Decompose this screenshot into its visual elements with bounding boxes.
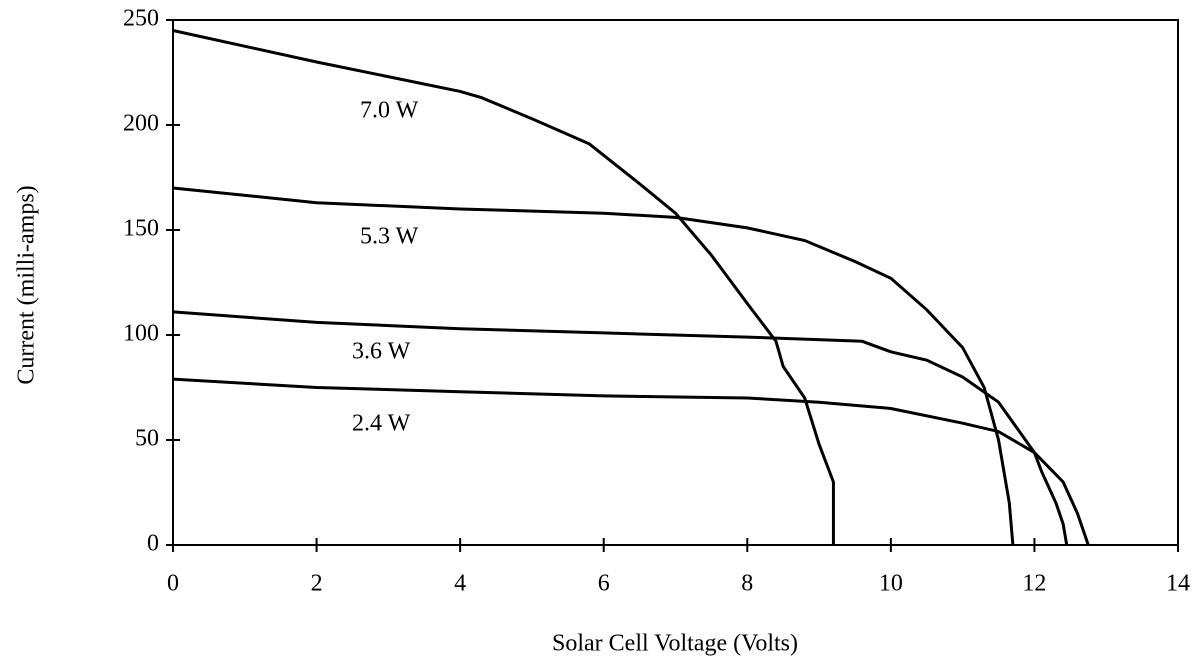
y-axis-label: Current (milli-amps) <box>14 185 40 384</box>
x-tick-label: 6 <box>598 571 610 597</box>
curve-label: 2.4 W <box>352 411 411 437</box>
curve <box>172 186 1015 546</box>
curve <box>172 377 1090 546</box>
x-tick-label: 10 <box>879 571 903 597</box>
curve-label: 7.0 W <box>360 98 419 124</box>
x-tick-label: 4 <box>454 571 466 597</box>
y-tick-label: 150 <box>123 216 159 242</box>
curve <box>172 310 1069 546</box>
x-tick-label: 8 <box>741 571 753 597</box>
y-tick-label: 200 <box>123 111 159 137</box>
x-tick-label: 14 <box>1166 571 1190 597</box>
plot-frame <box>172 19 1179 546</box>
y-tick-label: 250 <box>123 6 159 32</box>
y-tick-label: 100 <box>123 321 159 347</box>
x-tick-label: 2 <box>311 571 323 597</box>
curve <box>172 29 835 545</box>
x-tick-label: 0 <box>167 571 179 597</box>
curve-label: 3.6 W <box>352 339 411 365</box>
y-tick-label: 0 <box>147 531 159 557</box>
x-tick-label: 12 <box>1022 571 1046 597</box>
curve-label: 5.3 W <box>360 224 419 250</box>
x-axis-label: Solar Cell Voltage (Volts) <box>552 631 798 657</box>
y-tick-label: 50 <box>135 426 159 452</box>
